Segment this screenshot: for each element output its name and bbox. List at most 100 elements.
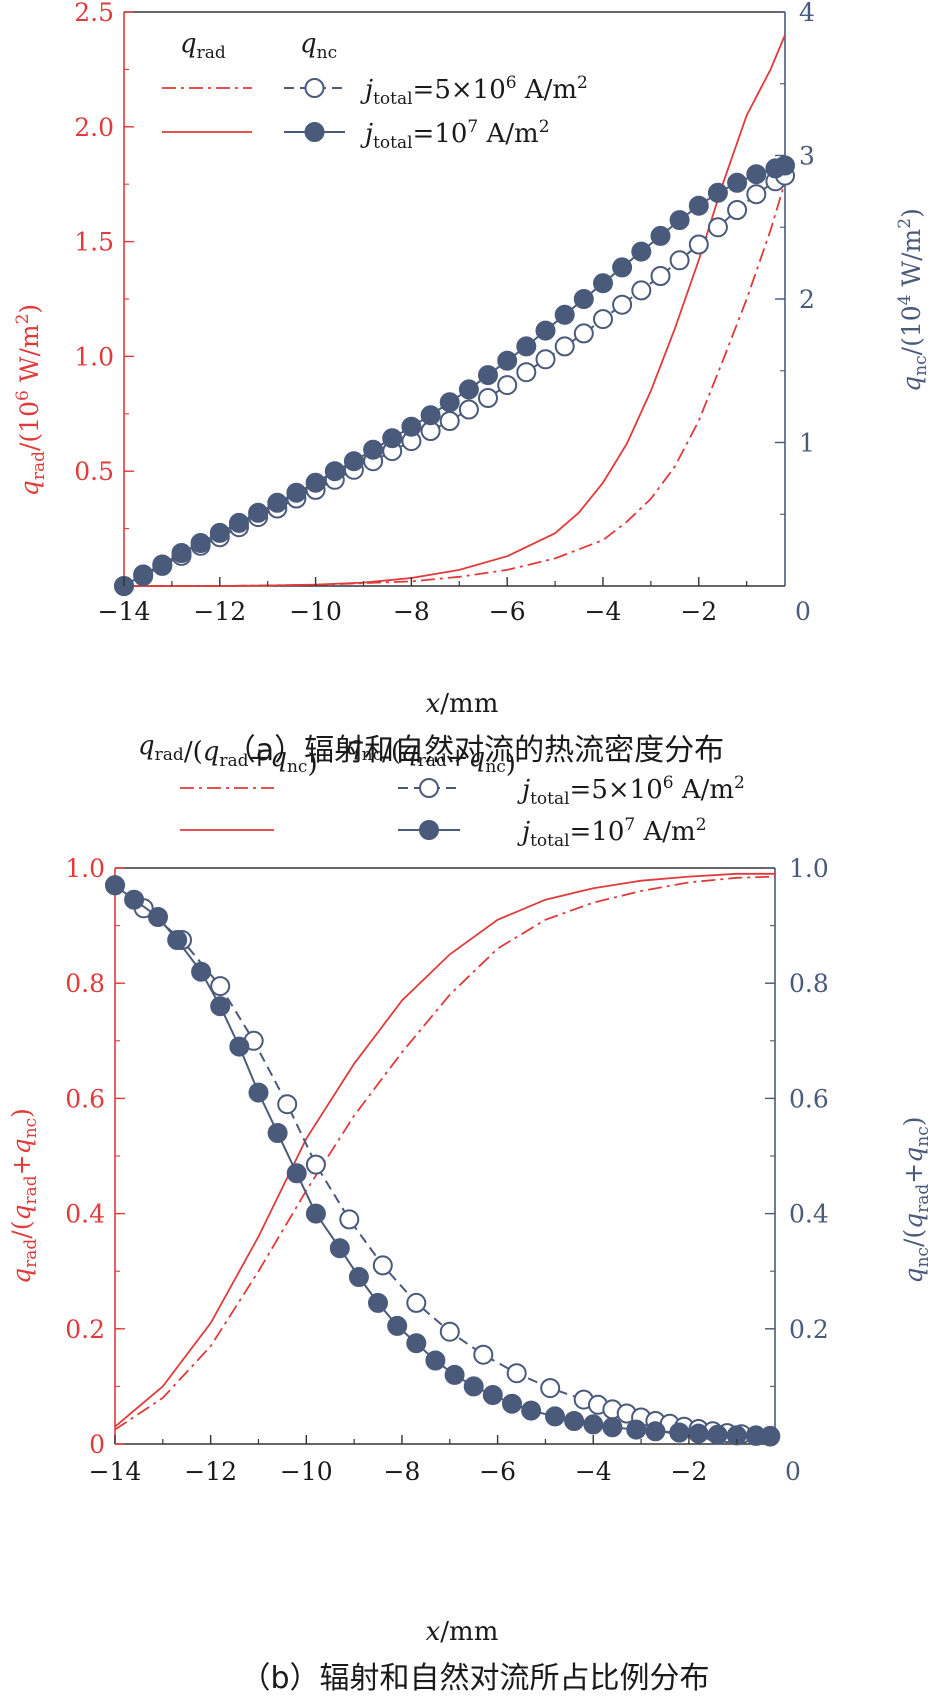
filled-marker: [669, 1422, 690, 1443]
series-line-3: [114, 884, 771, 1438]
x-tick-label: −12: [193, 597, 246, 626]
open-marker: [727, 200, 748, 220]
x-tick-label: −8: [393, 597, 430, 626]
x-tick-label: −4: [575, 1457, 612, 1486]
filled-marker: [420, 405, 441, 426]
filled-marker: [746, 164, 767, 185]
filled-marker: [444, 1364, 465, 1385]
x-tick-label: −2: [680, 597, 717, 626]
panel-a-ticks: −14 −12 −10 −8 −6 −4 −2 0 2.5 2.0 1.5 1.0 0.5 4 3 2 1: [74, 0, 815, 626]
panel-a-right-ylabel: qnc/(104 W/m2): [895, 208, 931, 392]
filled-marker: [305, 472, 326, 493]
legend-open-marker: [419, 778, 439, 798]
panel-a-xlabel: x/mm: [426, 689, 499, 719]
panel-b-series: [105, 872, 781, 1447]
open-marker: [473, 1344, 494, 1365]
x-tick-label: −10: [289, 597, 342, 626]
y-right-tick-label: 4: [799, 0, 815, 27]
filled-marker: [286, 1163, 307, 1184]
filled-marker: [458, 379, 479, 400]
filled-marker: [502, 1393, 522, 1414]
y-left-tick-label: 0.5: [74, 457, 114, 486]
filled-marker: [726, 1425, 747, 1446]
filled-marker: [133, 564, 154, 585]
open-marker: [439, 1321, 460, 1342]
y-left-tick-label: 1.5: [74, 228, 114, 257]
filled-marker: [368, 1292, 388, 1313]
open-marker: [458, 399, 479, 420]
open-marker: [707, 217, 728, 238]
filled-marker: [535, 320, 556, 341]
legend-filled-marker: [419, 820, 439, 840]
y-right-tick-label: 3: [799, 142, 815, 171]
legend-entry-label: jtotal=107 A/m2: [517, 815, 707, 851]
y-right-tick-label: 1: [799, 429, 815, 458]
series-line-1: [114, 872, 775, 1428]
y-right-tick-label: 0.8: [789, 969, 829, 998]
x-tick-label: −12: [184, 1457, 237, 1486]
filled-marker: [463, 1376, 484, 1397]
open-marker: [612, 294, 633, 315]
filled-marker: [229, 512, 249, 533]
panel-b-ticks: −14 −12 −10 −8 −6 −4 −2 0 1.0 0.8 0.6 0.4 0.2 0 1.0 0.8…: [65, 854, 829, 1486]
filled-marker: [439, 392, 460, 413]
filled-marker: [406, 1333, 427, 1354]
filled-marker: [191, 961, 212, 982]
filled-marker: [727, 172, 748, 193]
open-marker: [554, 336, 575, 357]
open-marker: [305, 1154, 326, 1175]
filled-marker: [401, 416, 422, 437]
open-marker: [277, 1094, 298, 1115]
legend-entry-label: jtotal=5×106 A/m2: [517, 773, 745, 809]
open-marker: [210, 976, 231, 997]
legend-filled-marker: [304, 122, 325, 142]
filled-marker: [348, 1267, 369, 1287]
filled-marker: [516, 336, 537, 357]
open-marker: [372, 1255, 393, 1276]
filled-marker: [105, 875, 125, 896]
y-left-tick-label: 0.6: [65, 1084, 105, 1113]
filled-marker: [267, 492, 288, 513]
open-marker: [516, 362, 537, 383]
open-marker: [478, 388, 498, 408]
y-right-tick-label: 1.0: [789, 854, 829, 883]
filled-marker: [564, 1411, 585, 1431]
filled-marker: [688, 195, 709, 216]
x-tick-label: −6: [489, 597, 526, 626]
filled-marker: [669, 210, 690, 231]
filled-marker: [124, 889, 145, 910]
filled-marker: [478, 365, 498, 386]
filled-marker: [387, 1315, 408, 1336]
open-marker: [669, 250, 690, 271]
y-left-tick-label: 1.0: [74, 342, 114, 371]
legend-open-marker: [304, 78, 325, 98]
series-line-3: [123, 164, 786, 587]
filled-marker: [707, 182, 728, 203]
legend-entry-label: jtotal=5×106 A/m2: [360, 73, 588, 109]
y-right-tick-label: 0.2: [789, 1315, 829, 1344]
filled-marker: [248, 502, 269, 523]
legend-header-rad: qrad/(qrad+qnc): [138, 731, 318, 779]
open-marker: [439, 411, 460, 431]
filled-marker: [148, 907, 168, 927]
filled-marker: [631, 241, 652, 262]
chart-panel-a: −14 −12 −10 −8 −6 −4 −2 0 2.5 2.0 1.5 1.0 0.5 4 3 2 1 qr…: [13, 0, 931, 768]
open-marker: [573, 323, 594, 344]
x-tick-label: 0: [785, 1457, 801, 1486]
open-marker: [593, 309, 613, 330]
open-marker: [497, 375, 518, 396]
filled-marker: [286, 482, 307, 503]
filled-marker: [612, 257, 633, 278]
y-right-tick-label: 2: [799, 285, 815, 314]
filled-marker: [521, 1400, 542, 1421]
y-left-tick-label: 1.0: [65, 854, 105, 883]
filled-marker: [626, 1419, 647, 1440]
filled-marker: [329, 1238, 350, 1259]
panel-b-caption: （b）辐射和自然对流所占比例分布: [240, 1661, 709, 1696]
y-left-tick-label: 0.2: [65, 1315, 105, 1344]
filled-marker: [343, 451, 364, 472]
open-marker: [506, 1363, 527, 1384]
panel-b-legend: qrad/(qrad+qnc) qnc/(qrad+qnc)jtotal=5×10…: [138, 731, 745, 851]
legend-entry-label: jtotal=107 A/m2: [360, 117, 550, 153]
x-tick-label: −8: [384, 1457, 421, 1486]
